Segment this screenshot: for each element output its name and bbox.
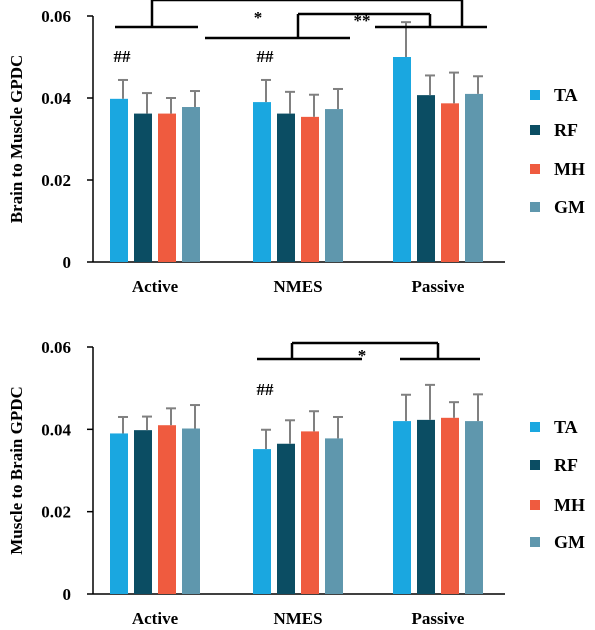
legend-label-rf: RF bbox=[554, 120, 578, 140]
y-tick-label: 0 bbox=[63, 253, 72, 272]
bar-gm-nmes bbox=[325, 438, 343, 594]
legend-label-rf: RF bbox=[554, 455, 578, 475]
bar-ta-active bbox=[110, 98, 128, 262]
bar-mh-active bbox=[158, 113, 176, 262]
bar-rf-nmes bbox=[277, 113, 295, 262]
hash-annotation: ## bbox=[257, 380, 275, 399]
bar-ta-active bbox=[110, 433, 128, 594]
bar-mh-active bbox=[158, 425, 176, 594]
y-tick-label: 0.02 bbox=[41, 171, 71, 190]
x-category-label: Passive bbox=[412, 609, 465, 628]
y-tick-label: 0.04 bbox=[41, 420, 71, 439]
bar-mh-passive bbox=[441, 417, 459, 594]
legend-swatch-rf bbox=[530, 125, 540, 135]
bar-ta-nmes bbox=[253, 102, 271, 262]
legend-label-gm: GM bbox=[554, 532, 585, 552]
x-category-label: NMES bbox=[273, 609, 322, 628]
bar-rf-nmes bbox=[277, 443, 295, 594]
x-category-label: Active bbox=[132, 609, 179, 628]
hash-annotation: ## bbox=[257, 47, 275, 66]
legend-swatch-ta bbox=[530, 422, 540, 432]
bar-ta-passive bbox=[393, 421, 411, 594]
bar-ta-nmes bbox=[253, 449, 271, 594]
significance-marker: * bbox=[358, 346, 367, 365]
legend-swatch-rf bbox=[530, 460, 540, 470]
significance-marker: ** bbox=[354, 11, 371, 30]
x-category-label: Active bbox=[132, 277, 179, 296]
y-tick-label: 0.02 bbox=[41, 503, 71, 522]
bar-gm-active bbox=[182, 428, 200, 594]
y-tick-label: 0.06 bbox=[41, 338, 71, 357]
significance-marker: * bbox=[254, 8, 263, 27]
bar-rf-active bbox=[134, 113, 152, 262]
x-category-label: NMES bbox=[273, 277, 322, 296]
y-tick-label: 0 bbox=[63, 585, 72, 604]
bar-mh-nmes bbox=[301, 431, 319, 594]
x-category-label: Passive bbox=[412, 277, 465, 296]
bar-rf-passive bbox=[417, 419, 435, 594]
bar-rf-passive bbox=[417, 95, 435, 262]
legend-label-ta: TA bbox=[554, 417, 578, 437]
y-axis-title: Muscle to Brain GPDC bbox=[7, 386, 26, 555]
legend-swatch-gm bbox=[530, 537, 540, 547]
hash-annotation: ## bbox=[114, 47, 132, 66]
legend-swatch-gm bbox=[530, 202, 540, 212]
bar-mh-nmes bbox=[301, 116, 319, 262]
bar-mh-passive bbox=[441, 103, 459, 262]
legend-label-ta: TA bbox=[554, 85, 578, 105]
bar-gm-active bbox=[182, 107, 200, 263]
bar-gm-passive bbox=[465, 421, 483, 594]
legend-swatch-ta bbox=[530, 90, 540, 100]
legend-label-mh: MH bbox=[554, 495, 585, 515]
chart-panel-1: 0 0.02 0.04 0.06 Brain to Muscle GPDC Active N… bbox=[7, 0, 585, 296]
legend-label-gm: GM bbox=[554, 197, 585, 217]
legend-label-mh: MH bbox=[554, 159, 585, 179]
bar-gm-nmes bbox=[325, 109, 343, 262]
bar-ta-passive bbox=[393, 57, 411, 262]
chart-panel-2: 0 0.02 0.04 0.06 Muscle to Brain GPDC Active N… bbox=[7, 338, 585, 628]
y-axis-title: Brain to Muscle GPDC bbox=[7, 55, 26, 224]
legend-swatch-mh bbox=[530, 164, 540, 174]
y-tick-label: 0.06 bbox=[41, 7, 71, 26]
legend-swatch-mh bbox=[530, 500, 540, 510]
bar-rf-active bbox=[134, 430, 152, 594]
bar-gm-passive bbox=[465, 93, 483, 263]
y-tick-label: 0.04 bbox=[41, 89, 71, 108]
